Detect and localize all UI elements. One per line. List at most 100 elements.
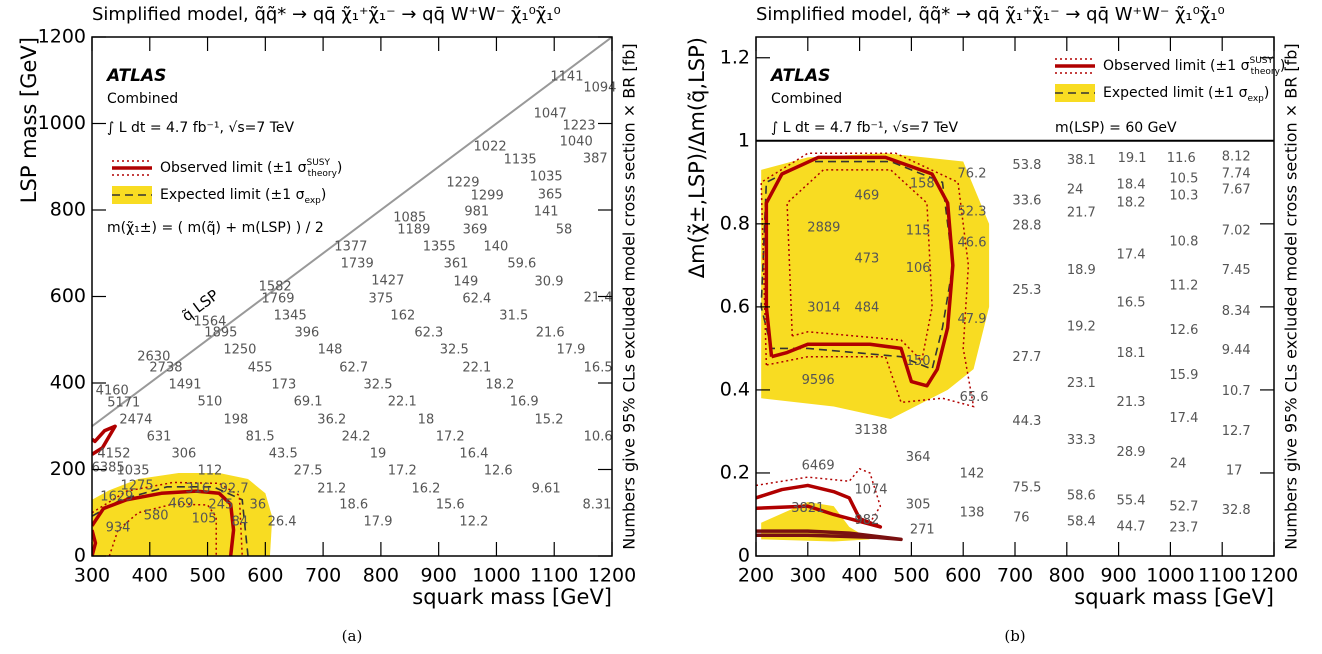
- legend-end: ): [1280, 58, 1285, 74]
- kinematic-limit: [92, 37, 612, 428]
- y-tick-label: 0: [738, 545, 750, 567]
- cross-section-value: 62.4: [462, 292, 491, 307]
- x-tick-label: 1100: [530, 565, 578, 587]
- y-tick-label: 400: [50, 372, 86, 394]
- cross-section-value: 138: [960, 505, 985, 520]
- cross-section-value: 1250: [223, 343, 256, 358]
- cross-section-value: 17.2: [436, 430, 465, 445]
- cross-section-value: 28.9: [1117, 445, 1146, 460]
- cross-section-value: 375: [368, 292, 393, 307]
- cross-section-value: 142: [960, 466, 985, 481]
- x-tick-label: 300: [790, 565, 826, 587]
- cross-section-value: 12.7: [1222, 424, 1251, 439]
- limit-contour: [786, 169, 933, 363]
- cross-section-value: 32.8: [1222, 503, 1251, 518]
- cross-section-value: 306: [171, 446, 196, 461]
- cross-section-value: 158: [910, 176, 935, 191]
- cross-section-value: 16.5: [1117, 296, 1146, 311]
- chart-title: Simplified model, q̃q̃* → qq̄ χ̃₁⁺χ̃₁⁻ →…: [92, 4, 561, 25]
- legend-label: Expected limit (±1 σexp): [160, 187, 326, 206]
- cross-section-value: 112: [197, 463, 222, 478]
- cross-section-value: 396: [295, 325, 320, 340]
- cross-section-value: 245: [208, 497, 233, 512]
- cross-section-value: 27.7: [1012, 350, 1041, 365]
- cross-section-value: 55.4: [1117, 493, 1146, 508]
- cross-section-value: 5171: [107, 395, 140, 410]
- limit-contour: [756, 483, 883, 529]
- legend-end: ): [1264, 85, 1269, 101]
- cross-section-value: 52.7: [1169, 500, 1198, 515]
- cross-section-value: 24.2: [342, 430, 371, 445]
- cross-section-value: 1491: [168, 378, 201, 393]
- cross-section-value: 31.5: [499, 308, 528, 323]
- y-tick-label: 0.6: [720, 295, 750, 317]
- cross-section-value: 1895: [204, 325, 237, 340]
- cross-section-value: 1022: [474, 139, 507, 154]
- cross-section-value: 149: [453, 275, 478, 290]
- cross-section-value: 11.2: [1169, 279, 1198, 294]
- limit-contour: [756, 529, 903, 542]
- cross-section-value: 1377: [334, 240, 367, 255]
- cross-section-value: 148: [318, 343, 343, 358]
- cross-section-value: 484: [854, 301, 879, 316]
- cross-section-value: 36: [250, 497, 267, 512]
- cross-section-value: 30.9: [535, 275, 564, 290]
- cross-section-value: 24: [1067, 182, 1084, 197]
- cross-section-value: 19.1: [1118, 151, 1147, 166]
- legend-text: Observed limit (±1 σ: [160, 160, 307, 176]
- cross-section-value: 510: [197, 395, 222, 410]
- cross-section-value: 271: [910, 522, 935, 537]
- cross-section-value: 1739: [341, 257, 374, 272]
- cross-section-value: 59.6: [507, 257, 536, 272]
- cross-section-value: 58.6: [1067, 488, 1096, 503]
- cross-section-value: 1094: [583, 81, 616, 96]
- y-axis-label: Δm(χ̃±,LSP)/Δm(q̃,LSP): [685, 37, 709, 278]
- cross-section-value: 198: [223, 413, 248, 428]
- y-tick-label: 1200: [38, 26, 86, 48]
- cross-section-value: 58.4: [1067, 514, 1096, 529]
- cross-section-value: 32.5: [440, 343, 469, 358]
- cross-section-value: 17.2: [388, 463, 417, 478]
- x-tick-label: 800: [363, 565, 399, 587]
- legend-end: ): [337, 160, 342, 176]
- cross-section-value: 16.4: [459, 446, 488, 461]
- cross-section-value: 18.2: [485, 378, 514, 393]
- y-tick-label: 0.8: [720, 212, 750, 234]
- legend-text: Expected limit (±1 σ: [160, 187, 305, 203]
- experiment-label: ATLAS: [105, 66, 166, 86]
- caption: (b): [1004, 627, 1025, 645]
- x-tick-label: 1000: [472, 565, 520, 587]
- cross-section-value: 26.4: [268, 514, 297, 529]
- cross-section-value: 4152: [97, 446, 130, 461]
- cross-section-value: 24: [1170, 456, 1187, 471]
- legend-sub: exp: [304, 196, 321, 206]
- cross-section-value: 305: [906, 497, 931, 512]
- cross-section-value: 17.4: [1169, 411, 1198, 426]
- cross-section-value: 21.4: [584, 291, 613, 306]
- cross-section-value: 8.12: [1222, 149, 1251, 164]
- z-axis-label: Numbers give 95% CLs excluded model cros…: [620, 43, 639, 549]
- x-tick-label: 500: [189, 565, 225, 587]
- legend-label: Expected limit (±1 σexp): [1103, 85, 1269, 104]
- cross-section-value: 19.2: [1067, 320, 1096, 335]
- cross-section-value: 1223: [563, 119, 596, 134]
- cross-section-value: 81.5: [246, 430, 275, 445]
- cross-section-value: 12.6: [1169, 323, 1198, 338]
- cross-section-value: 17.4: [1117, 247, 1146, 262]
- y-tick-label: 0.4: [720, 378, 750, 400]
- cross-section-value: 21.6: [536, 325, 565, 340]
- cross-section-value: 32.5: [364, 378, 393, 393]
- cross-section-value: 17.9: [364, 514, 393, 529]
- cross-section-value: 84: [232, 514, 249, 529]
- cross-section-value: 455: [248, 360, 273, 375]
- cross-section-value: 1040: [560, 135, 593, 150]
- cross-section-value: 3821: [791, 501, 824, 516]
- cross-section-value: 934: [106, 520, 131, 535]
- cross-section-value: 18.9: [1067, 263, 1096, 278]
- cross-section-value: 21.3: [1117, 395, 1146, 410]
- cross-section-value: 316: [185, 481, 210, 496]
- cross-section-value: 173: [271, 378, 296, 393]
- cross-section-value: 15.2: [535, 413, 564, 428]
- cross-section-value: 12.6: [484, 463, 513, 478]
- x-tick-label: 800: [1049, 565, 1085, 587]
